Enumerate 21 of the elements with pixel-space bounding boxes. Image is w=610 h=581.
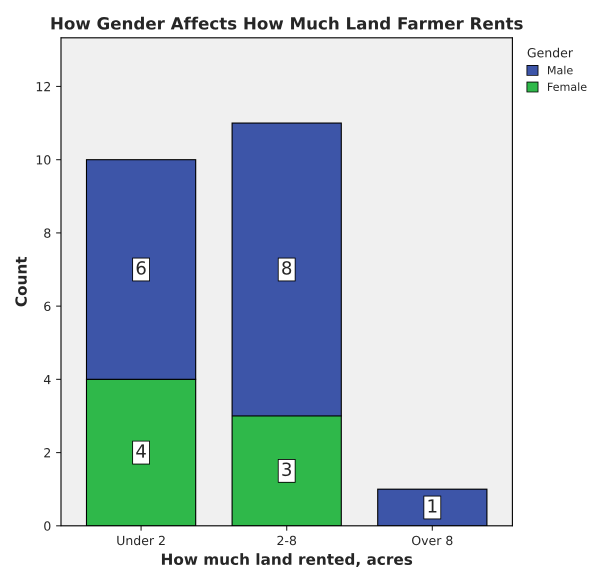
x-tick-label: Under 2 — [117, 536, 165, 546]
legend-label: Female — [548, 82, 586, 91]
chart-title: How Gender Affects How Much Land Farmer Rents — [51, 16, 523, 30]
x-tick-label: 2-8 — [277, 536, 296, 546]
legend-label: Male — [548, 66, 573, 74]
data-label: 8 — [282, 261, 292, 275]
y-tick-label: 12 — [36, 82, 50, 92]
data-label: 1 — [428, 499, 436, 512]
legend-title: Gender — [528, 48, 573, 58]
y-tick-label: 10 — [36, 155, 50, 165]
y-tick-label: 0 — [44, 521, 50, 531]
data-label: 4 — [136, 444, 146, 458]
data-label: 6 — [136, 261, 146, 275]
y-tick-label: 4 — [44, 374, 51, 384]
y-axis-title: Count — [15, 256, 27, 306]
x-axis-title: How much land rented, acres — [162, 553, 412, 567]
x-tick-label: Over 8 — [412, 536, 452, 546]
y-tick-label: 6 — [44, 302, 50, 312]
y-tick-label: 8 — [44, 228, 50, 238]
data-label: 3 — [282, 462, 291, 476]
y-tick-label: 2 — [44, 448, 50, 458]
